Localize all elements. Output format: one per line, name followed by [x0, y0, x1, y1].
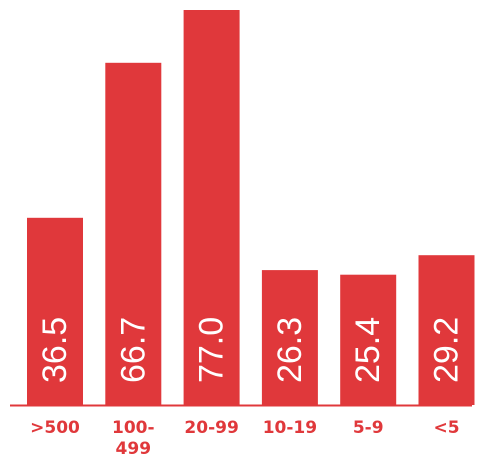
bar-0: [27, 217, 83, 405]
bar-value-label-0: 36.5: [36, 317, 74, 383]
bar-3: [261, 270, 318, 405]
x-tick-label-line: 5-9: [353, 418, 384, 438]
x-tick-label-3: 10-19: [263, 418, 317, 438]
x-tick-labels-group: >500 100-499 20-99 10-19 5-9 <5: [30, 418, 459, 459]
x-tick-label-line: 499: [116, 439, 152, 459]
bar-2: [183, 10, 240, 405]
bar-1: [105, 62, 162, 406]
bar-value-label-2: 77.0: [193, 317, 231, 383]
bar-value-label-4: 25.4: [349, 317, 387, 383]
x-tick-label-0: >500: [30, 418, 80, 438]
x-tick-label-line: 20-99: [184, 418, 238, 438]
x-tick-label-line: <5: [433, 418, 459, 438]
bar-value-label-1: 66.7: [114, 317, 152, 383]
x-tick-label-5: <5: [433, 418, 459, 438]
x-tick-label-2: 20-99: [184, 418, 238, 438]
x-tick-label-4: 5-9: [353, 418, 384, 438]
x-tick-label-line: 100-: [112, 418, 155, 438]
x-tick-label-line: >500: [30, 418, 80, 438]
bars-group: [27, 10, 475, 406]
value-labels-group: 36.5 66.7 77.0 26.3 25.4 29.2: [36, 317, 466, 383]
x-tick-label-1: 100-499: [112, 418, 155, 459]
bar-4: [340, 274, 397, 405]
bar-value-label-3: 26.3: [271, 317, 309, 383]
x-tick-label-line: 10-19: [263, 418, 317, 438]
bar-5: [418, 255, 475, 405]
bar-value-label-5: 29.2: [428, 317, 466, 383]
